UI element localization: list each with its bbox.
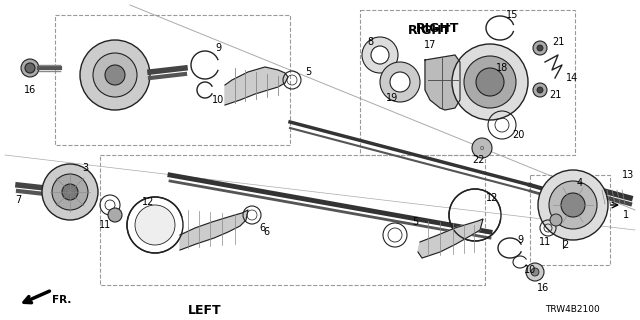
Circle shape: [135, 205, 175, 245]
Text: 14: 14: [566, 73, 578, 83]
Circle shape: [62, 184, 78, 200]
Circle shape: [526, 263, 544, 281]
Circle shape: [550, 214, 562, 226]
Text: 9: 9: [517, 235, 523, 245]
Circle shape: [80, 40, 150, 110]
Circle shape: [452, 44, 528, 120]
Circle shape: [108, 208, 122, 222]
Circle shape: [476, 68, 504, 96]
Text: RIGHT: RIGHT: [408, 23, 452, 36]
Circle shape: [371, 46, 389, 64]
Polygon shape: [418, 219, 483, 258]
Text: 21: 21: [552, 37, 564, 47]
Text: 16: 16: [537, 283, 549, 293]
Circle shape: [21, 59, 39, 77]
Circle shape: [93, 53, 137, 97]
Circle shape: [472, 138, 492, 158]
Text: FR.: FR.: [52, 295, 72, 305]
Circle shape: [52, 174, 88, 210]
Circle shape: [531, 268, 539, 276]
Text: 13: 13: [622, 170, 634, 180]
Bar: [100, 155, 485, 285]
Bar: [55, 15, 290, 145]
Circle shape: [538, 170, 608, 240]
Polygon shape: [180, 210, 248, 250]
Circle shape: [464, 56, 516, 108]
Text: 12: 12: [142, 197, 154, 207]
Circle shape: [390, 72, 410, 92]
Text: 2: 2: [562, 240, 568, 250]
Text: 5: 5: [412, 217, 418, 227]
Text: 22: 22: [472, 155, 484, 165]
Text: 21: 21: [549, 90, 561, 100]
Circle shape: [105, 65, 125, 85]
Text: 3: 3: [82, 163, 88, 173]
Text: 10: 10: [524, 265, 536, 275]
Bar: [530, 175, 610, 265]
Circle shape: [533, 41, 547, 55]
Circle shape: [362, 37, 398, 73]
Text: 4: 4: [577, 178, 583, 188]
Text: 5: 5: [305, 67, 311, 77]
Circle shape: [25, 63, 35, 73]
Text: o: o: [480, 145, 484, 151]
Text: 15: 15: [506, 10, 518, 20]
Text: 17: 17: [424, 40, 436, 50]
Text: 19: 19: [386, 93, 398, 103]
Text: TRW4B2100: TRW4B2100: [545, 306, 600, 315]
Text: 7: 7: [15, 195, 21, 205]
Text: 18: 18: [496, 63, 508, 73]
Text: 6: 6: [263, 227, 269, 237]
Circle shape: [537, 45, 543, 51]
Text: 20: 20: [512, 130, 524, 140]
Text: LEFT: LEFT: [188, 303, 222, 316]
Text: 1: 1: [623, 210, 629, 220]
Text: RIGHT: RIGHT: [416, 21, 460, 35]
Text: 6: 6: [259, 223, 265, 233]
Polygon shape: [425, 55, 460, 110]
Bar: [360, 10, 575, 155]
Text: 16: 16: [24, 85, 36, 95]
Circle shape: [533, 83, 547, 97]
Text: 8: 8: [367, 37, 373, 47]
Text: 12: 12: [486, 193, 498, 203]
Text: 9: 9: [215, 43, 221, 53]
Polygon shape: [225, 67, 288, 105]
Text: 11: 11: [99, 220, 111, 230]
Circle shape: [537, 87, 543, 93]
Text: 11: 11: [539, 237, 551, 247]
Circle shape: [42, 164, 98, 220]
Text: 10: 10: [212, 95, 224, 105]
Circle shape: [561, 193, 585, 217]
Circle shape: [380, 62, 420, 102]
Circle shape: [549, 181, 597, 229]
